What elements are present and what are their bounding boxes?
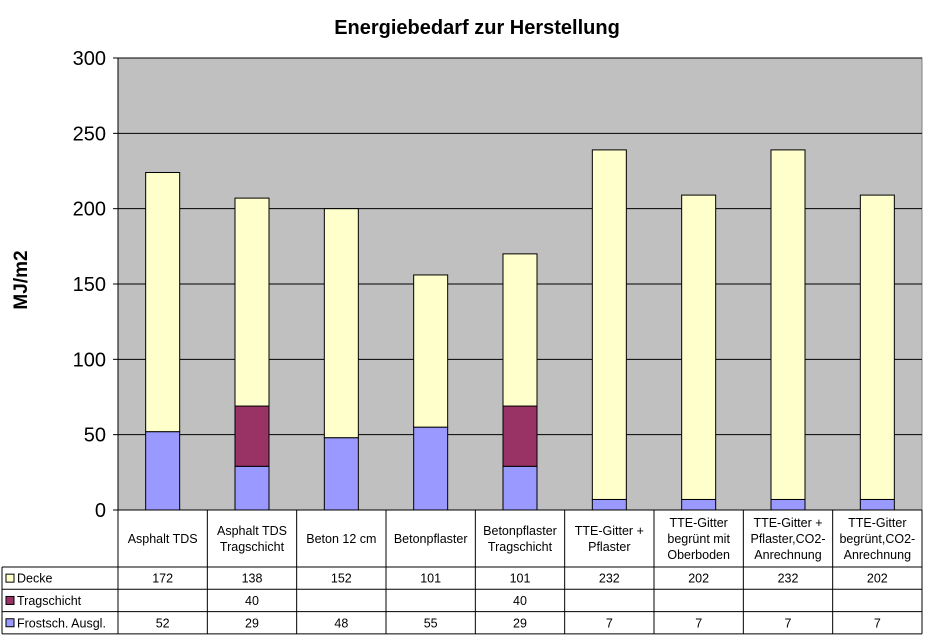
data-label: 172 xyxy=(152,572,173,586)
bar-segment xyxy=(770,149,806,500)
bar-segment xyxy=(234,405,270,467)
legend-swatch xyxy=(5,595,15,605)
bar-segment xyxy=(323,208,359,439)
category-label: TTE-Gitter begrünt mit Oberboden xyxy=(667,516,730,562)
data-label: 52 xyxy=(156,616,170,630)
data-label: 29 xyxy=(245,616,259,630)
data-label: 7 xyxy=(606,616,613,630)
legend-swatch xyxy=(5,573,15,583)
data-label: 202 xyxy=(867,572,888,586)
bar-segment xyxy=(413,426,449,511)
data-label: 101 xyxy=(420,572,441,586)
data-table: Asphalt TDS Asphalt TDS Tragschicht Beton 1… xyxy=(1,509,923,635)
data-label: 7 xyxy=(785,616,792,630)
y-tick-label: 250 xyxy=(73,123,106,145)
legend-label: Decke xyxy=(17,572,52,586)
bar-segment xyxy=(859,498,895,511)
bar-segment xyxy=(770,498,806,511)
category-label: TTE-Gitter + Pflaster xyxy=(575,524,644,554)
data-label: 55 xyxy=(424,616,438,630)
category-label: TTE-Gitter begrünt,CO2-Anrechnung xyxy=(839,516,915,562)
y-tick-label: 0 xyxy=(95,500,106,522)
bar-segment xyxy=(591,149,627,500)
data-label: 7 xyxy=(874,616,881,630)
category-label: Asphalt TDS Tragschicht xyxy=(217,524,287,554)
category-label: Betonpflaster xyxy=(394,532,468,546)
bar-segment xyxy=(591,498,627,511)
bar-segment xyxy=(681,498,717,511)
legend-label: Tragschicht xyxy=(17,594,82,608)
y-tick-label: 50 xyxy=(84,425,106,447)
data-label: 7 xyxy=(695,616,702,630)
data-label: 40 xyxy=(245,594,259,608)
bar-segment xyxy=(413,274,449,428)
bars xyxy=(145,149,895,511)
data-label: 101 xyxy=(510,572,531,586)
legend-label: Frostsch. Ausgl. xyxy=(17,616,106,630)
bar-segment xyxy=(145,431,181,511)
data-label: 48 xyxy=(334,616,348,630)
bar-segment xyxy=(323,437,359,511)
bar-segment xyxy=(145,172,181,433)
y-tick-label: 200 xyxy=(73,199,106,221)
bar-segment xyxy=(234,465,270,511)
y-axis-ticks: 0 50 100 150 200 250 300 xyxy=(73,48,119,522)
y-axis-label: MJ/m2 xyxy=(11,250,32,309)
category-label: TTE-Gitter + Pflaster,CO2-Anrechnung xyxy=(750,516,825,562)
bar-segment xyxy=(681,194,717,500)
category-label: Asphalt TDS xyxy=(128,532,198,546)
bar-segment xyxy=(859,194,895,500)
bar-segment xyxy=(502,253,538,407)
y-tick-label: 300 xyxy=(73,48,106,70)
bar-segment xyxy=(502,465,538,511)
chart-title: Energiebedarf zur Herstellung xyxy=(334,17,620,39)
y-tick-label: 100 xyxy=(73,349,106,371)
legend-swatch xyxy=(5,618,15,628)
data-label: 138 xyxy=(242,572,263,586)
bar-segment xyxy=(502,405,538,467)
category-label: Beton 12 cm xyxy=(306,532,376,546)
data-label: 40 xyxy=(513,594,527,608)
category-label: Betonpflaster Tragschicht xyxy=(483,524,557,554)
data-label: 232 xyxy=(599,572,620,586)
data-label: 232 xyxy=(778,572,799,586)
bar-segment xyxy=(234,197,270,407)
data-label: 202 xyxy=(688,572,709,586)
y-tick-label: 150 xyxy=(73,274,106,296)
data-label: 152 xyxy=(331,572,352,586)
data-label: 29 xyxy=(513,616,527,630)
